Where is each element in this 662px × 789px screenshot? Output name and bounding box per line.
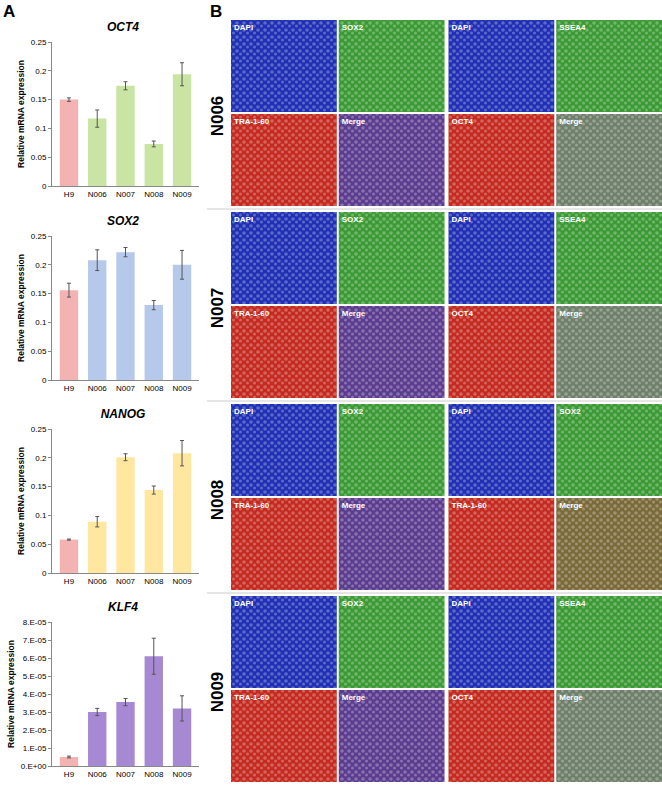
svg-text:TRA-1-60: TRA-1-60 [234, 309, 270, 318]
svg-text:N008: N008 [144, 770, 164, 779]
svg-text:Relative mRNA expression: Relative mRNA expression [16, 447, 26, 555]
svg-text:H9: H9 [64, 770, 75, 779]
svg-text:N008: N008 [144, 190, 164, 199]
svg-text:SOX2: SOX2 [342, 215, 364, 224]
svg-text:0.2: 0.2 [35, 67, 47, 76]
svg-text:0.1: 0.1 [35, 511, 47, 520]
svg-text:0: 0 [42, 569, 47, 578]
svg-text:0.05: 0.05 [31, 347, 47, 356]
svg-text:N009: N009 [172, 770, 192, 779]
svg-text:0.2: 0.2 [35, 454, 47, 463]
svg-text:4.E-05: 4.E-05 [23, 690, 47, 699]
svg-text:SSEA4: SSEA4 [559, 599, 586, 608]
svg-text:Merge: Merge [342, 693, 366, 702]
svg-text:Relative mRNA expression: Relative mRNA expression [16, 254, 26, 362]
svg-text:N009: N009 [172, 190, 192, 199]
html-text:B: B [210, 2, 223, 21]
svg-text:6.E-05: 6.E-05 [23, 654, 47, 663]
svg-text:Merge: Merge [342, 309, 366, 318]
svg-text:0.15: 0.15 [31, 482, 47, 491]
svg-text:Merge: Merge [342, 117, 366, 126]
svg-text:N007: N007 [208, 288, 227, 329]
svg-text:N006: N006 [88, 384, 108, 393]
svg-text:DAPI: DAPI [452, 599, 471, 608]
svg-text:5.E-05: 5.E-05 [23, 672, 47, 681]
svg-text:3.E-05: 3.E-05 [23, 708, 47, 717]
svg-text:0.05: 0.05 [31, 153, 47, 162]
svg-text:2.E-05: 2.E-05 [23, 726, 47, 735]
svg-text:N009: N009 [172, 384, 192, 393]
svg-text:0.1: 0.1 [35, 124, 47, 133]
html-text:A: A [3, 2, 16, 21]
svg-text:TRA-1-60: TRA-1-60 [234, 117, 270, 126]
svg-text:Merge: Merge [559, 117, 583, 126]
svg-text:N007: N007 [116, 577, 136, 586]
svg-text:0.2: 0.2 [35, 261, 47, 270]
svg-text:OCT4: OCT4 [107, 20, 139, 34]
svg-text:0: 0 [42, 182, 47, 191]
svg-text:N007: N007 [116, 384, 136, 393]
svg-text:SOX2: SOX2 [342, 407, 364, 416]
svg-text:OCT4: OCT4 [452, 693, 474, 702]
svg-text:OCT4: OCT4 [452, 117, 474, 126]
svg-text:N008: N008 [144, 384, 164, 393]
svg-text:DAPI: DAPI [234, 599, 253, 608]
svg-text:SOX2: SOX2 [559, 407, 581, 416]
svg-text:0.25: 0.25 [31, 425, 47, 434]
svg-text:SOX2: SOX2 [342, 23, 364, 32]
svg-text:N006: N006 [88, 770, 108, 779]
svg-text:0: 0 [42, 376, 47, 385]
svg-text:Relative mRNA expression: Relative mRNA expression [16, 60, 26, 168]
svg-text:1.E-05: 1.E-05 [23, 744, 47, 753]
svg-text:DAPI: DAPI [234, 215, 253, 224]
svg-text:Merge: Merge [559, 309, 583, 318]
svg-text:DAPI: DAPI [452, 23, 471, 32]
svg-text:0.15: 0.15 [31, 289, 47, 298]
svg-text:N009: N009 [172, 577, 192, 586]
svg-text:SSEA4: SSEA4 [559, 23, 586, 32]
svg-text:TRA-1-60: TRA-1-60 [234, 693, 270, 702]
svg-text:Merge: Merge [559, 501, 583, 510]
svg-text:7.E-05: 7.E-05 [23, 636, 47, 645]
svg-text:N006: N006 [208, 96, 227, 137]
svg-text:0.25: 0.25 [31, 232, 47, 241]
svg-text:KLF4: KLF4 [108, 600, 138, 614]
svg-text:SOX2: SOX2 [342, 599, 364, 608]
svg-text:0.15: 0.15 [31, 95, 47, 104]
svg-text:Relative mRNA expression: Relative mRNA expression [6, 640, 16, 748]
svg-text:H9: H9 [64, 577, 75, 586]
svg-text:SOX2: SOX2 [107, 214, 139, 228]
svg-text:DAPI: DAPI [452, 407, 471, 416]
svg-text:N008: N008 [144, 577, 164, 586]
svg-text:H9: H9 [64, 190, 75, 199]
svg-text:0.1: 0.1 [35, 318, 47, 327]
svg-text:N007: N007 [116, 770, 136, 779]
svg-text:DAPI: DAPI [234, 23, 253, 32]
svg-text:TRA-1-60: TRA-1-60 [234, 501, 270, 510]
svg-text:N009: N009 [208, 672, 227, 713]
svg-text:DAPI: DAPI [452, 215, 471, 224]
svg-text:8.E-05: 8.E-05 [23, 618, 47, 627]
svg-text:Merge: Merge [342, 501, 366, 510]
svg-text:0.25: 0.25 [31, 38, 47, 47]
svg-text:Merge: Merge [559, 693, 583, 702]
svg-text:SSEA4: SSEA4 [559, 215, 586, 224]
svg-text:OCT4: OCT4 [452, 309, 474, 318]
svg-text:TRA-1-60: TRA-1-60 [452, 501, 488, 510]
svg-text:H9: H9 [64, 384, 75, 393]
svg-text:N007: N007 [116, 190, 136, 199]
svg-text:NANOG: NANOG [101, 407, 146, 421]
svg-text:0.E+00: 0.E+00 [21, 762, 47, 771]
svg-text:N008: N008 [208, 480, 227, 521]
svg-text:N006: N006 [88, 190, 108, 199]
svg-text:0.05: 0.05 [31, 540, 47, 549]
svg-text:N006: N006 [88, 577, 108, 586]
svg-text:DAPI: DAPI [234, 407, 253, 416]
